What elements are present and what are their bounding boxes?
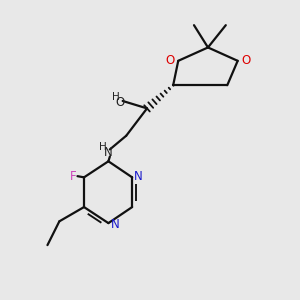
- Text: O: O: [165, 54, 175, 67]
- Text: H: H: [99, 142, 107, 152]
- Text: O: O: [242, 54, 250, 67]
- Text: N: N: [104, 146, 113, 160]
- Text: N: N: [134, 170, 143, 183]
- Text: H: H: [112, 92, 120, 102]
- Text: N: N: [111, 218, 119, 231]
- Text: O: O: [115, 96, 124, 109]
- Text: F: F: [69, 170, 76, 183]
